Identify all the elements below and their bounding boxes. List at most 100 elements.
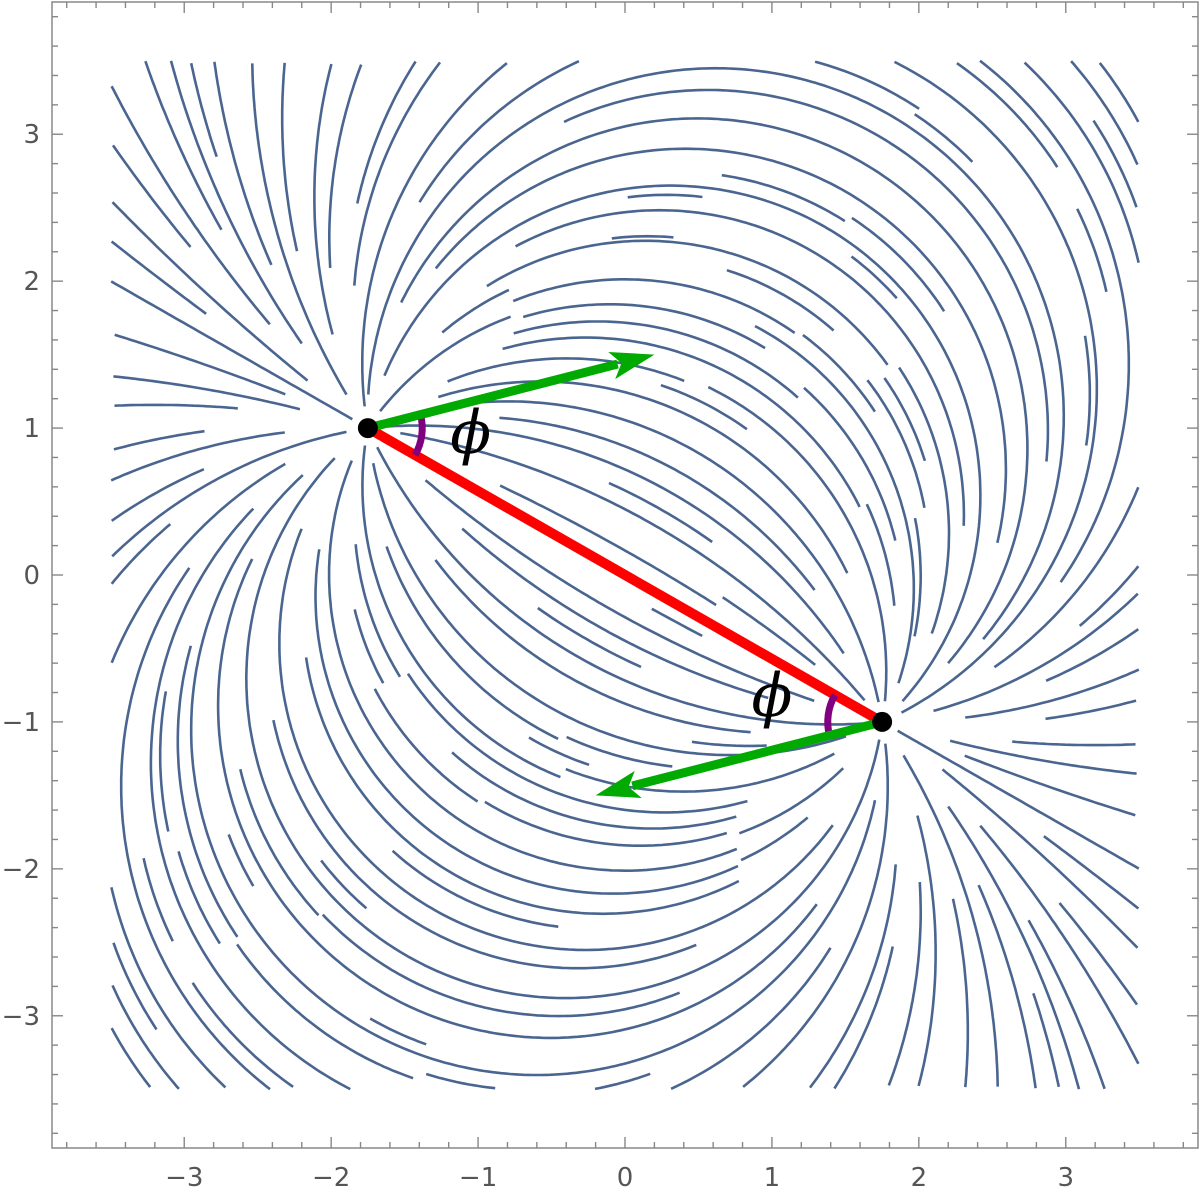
streamline <box>738 767 845 835</box>
streamline <box>851 216 946 313</box>
streamline <box>451 751 737 830</box>
streamline <box>1078 565 1140 627</box>
streamline <box>499 416 816 591</box>
streamline <box>110 280 353 421</box>
y-tick-label: 0 <box>23 561 40 591</box>
streamline <box>213 61 273 266</box>
streamline <box>1023 61 1140 263</box>
streamline <box>866 379 926 509</box>
streamline <box>191 982 294 1088</box>
streamline <box>110 85 271 326</box>
streamline <box>373 688 479 803</box>
streamline <box>742 743 889 1088</box>
streamline <box>251 63 348 396</box>
x-tick-label: 2 <box>911 1163 928 1193</box>
streamline <box>740 816 809 862</box>
streamline <box>110 240 207 315</box>
streamline <box>142 857 174 942</box>
x-tick-label: 1 <box>764 1163 781 1193</box>
streamline <box>721 596 817 666</box>
streamline <box>272 719 697 970</box>
streamline <box>808 864 897 1089</box>
streamline <box>1012 740 1136 747</box>
streamline <box>563 88 1050 462</box>
streamline <box>387 424 845 655</box>
x-tick-label: −3 <box>165 1163 203 1193</box>
streamline <box>437 380 849 574</box>
streamline <box>304 657 740 916</box>
streamline <box>119 567 271 1091</box>
streamline <box>565 752 835 793</box>
streamline <box>883 377 927 462</box>
streamline <box>1098 62 1140 123</box>
streamline <box>112 942 158 1031</box>
streamline <box>379 315 512 413</box>
vector-arrow-shaft <box>366 359 619 433</box>
streamline <box>1045 699 1137 721</box>
y-tick-label: 3 <box>23 120 40 150</box>
streamline <box>320 859 368 910</box>
streamline <box>916 815 937 1087</box>
y-tick-label: 1 <box>23 414 40 444</box>
streamline <box>670 947 832 1090</box>
streamline <box>144 60 223 231</box>
streamline <box>239 768 320 917</box>
streamline <box>367 66 1066 641</box>
streamline <box>484 800 728 847</box>
streamline <box>802 333 876 413</box>
streamline <box>594 1072 651 1091</box>
streamline <box>512 278 796 334</box>
streamline <box>902 754 999 1087</box>
streamline <box>111 201 309 382</box>
streamline <box>833 946 894 1090</box>
streamline <box>369 1017 427 1046</box>
streamline <box>1092 119 1138 208</box>
streamline <box>461 527 769 700</box>
charge-point <box>357 418 378 439</box>
streamline <box>754 324 916 684</box>
streamline <box>898 366 951 634</box>
angle-label: ϕ <box>751 661 792 731</box>
streamline <box>941 768 1139 949</box>
streamline <box>406 672 748 814</box>
streamline <box>314 549 739 895</box>
streamline <box>522 303 766 350</box>
streamline <box>499 484 717 607</box>
streamline <box>354 544 402 678</box>
streamline <box>353 61 442 286</box>
streamline <box>424 479 815 703</box>
x-tick-label: 3 <box>1057 1163 1074 1193</box>
streamline <box>110 462 286 664</box>
streamline <box>1076 208 1108 293</box>
angle-label: ϕ <box>450 398 491 468</box>
annotation-layer: ϕϕ <box>357 352 893 798</box>
streamline <box>244 457 881 1000</box>
streamline <box>113 429 205 451</box>
streamline <box>110 431 285 482</box>
y-tick-label: −1 <box>2 708 40 738</box>
streamline <box>441 288 510 334</box>
streamline <box>608 481 713 544</box>
x-tick-label: 0 <box>617 1163 634 1193</box>
streamline <box>418 60 580 203</box>
streamline <box>111 430 347 558</box>
streamline <box>376 446 863 726</box>
streamline <box>951 898 970 1088</box>
streamline <box>1043 835 1140 910</box>
streamline <box>993 486 1140 669</box>
streamline <box>803 386 897 541</box>
streamline <box>434 559 751 734</box>
streamline <box>627 193 703 199</box>
y-tick-label: −2 <box>2 855 40 885</box>
streamline <box>979 824 1140 1065</box>
streamline <box>721 173 846 223</box>
streamline <box>313 63 334 335</box>
streamline <box>514 208 966 526</box>
streamline <box>913 113 974 163</box>
streamline <box>977 884 1037 1089</box>
streamline <box>947 805 1081 1090</box>
streamline <box>434 147 1008 544</box>
connector-line <box>362 423 888 727</box>
streamline <box>1045 628 1140 682</box>
